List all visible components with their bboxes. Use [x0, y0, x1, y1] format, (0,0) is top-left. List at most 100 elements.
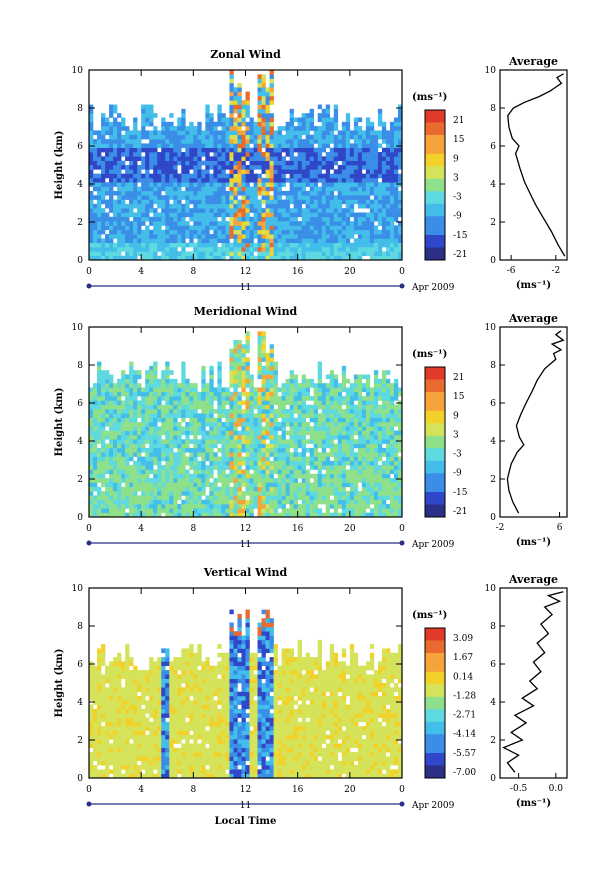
colorbar-tick-label: -3 [453, 450, 462, 460]
y-tick-label: 4 [77, 180, 83, 190]
colorbar-tick-label: -7.00 [453, 768, 476, 778]
colorbar-swatch [425, 690, 445, 698]
y-tick-label: 0 [77, 513, 83, 523]
colorbar-tick-label: 3.09 [453, 634, 473, 644]
colorbar-swatch [425, 185, 445, 192]
colorbar-swatch [425, 135, 445, 142]
colorbar-swatch [425, 210, 445, 217]
panel-meridional-wind: Meridional Wind 0 2 4 6 8 10 Height (km) 0 4 8 12 16… [54, 305, 568, 550]
panel-title: Vertical Wind [203, 566, 288, 579]
colorbar-tick-label: -9 [453, 212, 462, 222]
colorbar-swatch [425, 247, 445, 255]
colorbar-swatch [425, 640, 445, 648]
x-tick-label: 16 [292, 785, 304, 795]
colorbar-tick-label: 1.67 [453, 653, 473, 663]
colorbar-swatch [425, 429, 445, 437]
profile-y-tick-label: 8 [490, 622, 496, 632]
profile-line [507, 73, 566, 257]
colorbar-swatch [425, 222, 445, 230]
colorbar-tick-label: 21 [453, 373, 464, 383]
x-tick-label: 0 [86, 267, 92, 277]
colorbar-swatch [425, 715, 445, 723]
colorbar-swatch [425, 498, 445, 505]
colorbar-tick-label: -21 [453, 507, 468, 517]
colorbar-tick-label: -21 [453, 250, 468, 260]
y-tick-label: 6 [77, 142, 83, 152]
colorbar-swatch [425, 442, 445, 449]
day-bar-end [399, 540, 405, 546]
panel-title: Meridional Wind [194, 305, 298, 318]
colorbar-swatch [425, 746, 445, 754]
day-bar-start [86, 540, 92, 546]
colorbar-swatch [425, 721, 445, 729]
profile-title: Average [508, 573, 558, 586]
colorbar-swatch [425, 696, 445, 704]
profile-line [502, 591, 564, 773]
x-tick-label: 20 [344, 267, 356, 277]
x-tick-label: 16 [292, 524, 304, 534]
colorbar-swatch [425, 492, 445, 499]
colorbar-swatch [425, 253, 445, 261]
x-axis-label: Local Time [215, 816, 277, 827]
x-tick-label: 8 [190, 267, 196, 277]
x-tick-label: 12 [240, 524, 251, 534]
y-tick-label: 8 [77, 361, 83, 371]
profile-y-tick-label: 6 [490, 142, 496, 152]
y-tick-label: 2 [77, 218, 83, 228]
colorbar-swatch [425, 728, 445, 735]
colorbar-swatch [425, 678, 445, 685]
date-label: Apr 2009 [411, 540, 455, 550]
profile-x-tick-label: -0.5 [510, 784, 528, 794]
profile-y-tick-label: 4 [490, 698, 496, 708]
colorbar-swatch [425, 753, 445, 760]
profile-y-tick-label: 8 [490, 361, 496, 371]
colorbar-swatch [425, 235, 445, 242]
day-label: 11 [240, 540, 251, 550]
colorbar-swatch [425, 128, 445, 136]
profile-y-tick-label: 2 [490, 218, 496, 228]
y-tick-label: 0 [77, 774, 83, 784]
colorbar-frame [424, 109, 446, 261]
y-tick-label: 4 [77, 698, 83, 708]
colorbar-swatch [425, 510, 445, 518]
colorbar-tick-label: -4.14 [453, 730, 476, 740]
colorbar-tick-label: 15 [453, 135, 465, 145]
profile-title: Average [508, 312, 558, 325]
colorbar-tick-label: 9 [453, 411, 459, 421]
colorbar-swatch [425, 665, 445, 673]
heatmap-field [89, 609, 403, 779]
colorbar-swatch [425, 634, 445, 641]
x-tick-label: 4 [138, 267, 144, 277]
heatmap-field [89, 331, 403, 518]
colorbar-swatch [425, 153, 445, 161]
x-tick-label: 0 [399, 267, 405, 277]
profile-x-tick-label: -2 [551, 266, 560, 276]
x-tick-label: 8 [190, 524, 196, 534]
y-tick-label: 10 [72, 584, 84, 594]
profile-y-tick-label: 4 [490, 437, 496, 447]
profile-title: Average [508, 55, 558, 68]
colorbar-tick-label: -15 [453, 488, 468, 498]
colorbar-swatch [425, 460, 445, 468]
colorbar-tick-label: 3 [453, 173, 459, 183]
date-label: Apr 2009 [411, 283, 455, 293]
colorbar-frame [424, 627, 446, 779]
colorbar-tick-label: 9 [453, 154, 459, 164]
colorbar-tick-label: 15 [453, 392, 465, 402]
colorbar-swatch [425, 473, 445, 480]
y-tick-label: 10 [72, 66, 84, 76]
colorbar-swatch [425, 398, 445, 405]
day-bar-end [399, 283, 405, 289]
day-bar-start [86, 283, 92, 289]
profile-y-tick-label: 10 [485, 66, 497, 76]
colorbar-swatch [425, 116, 445, 123]
colorbar-swatch [425, 759, 445, 766]
day-bar-end [399, 801, 405, 807]
y-tick-label: 6 [77, 660, 83, 670]
x-tick-label: 0 [399, 524, 405, 534]
colorbar-swatch [425, 646, 445, 654]
colorbar-swatch [425, 410, 445, 418]
